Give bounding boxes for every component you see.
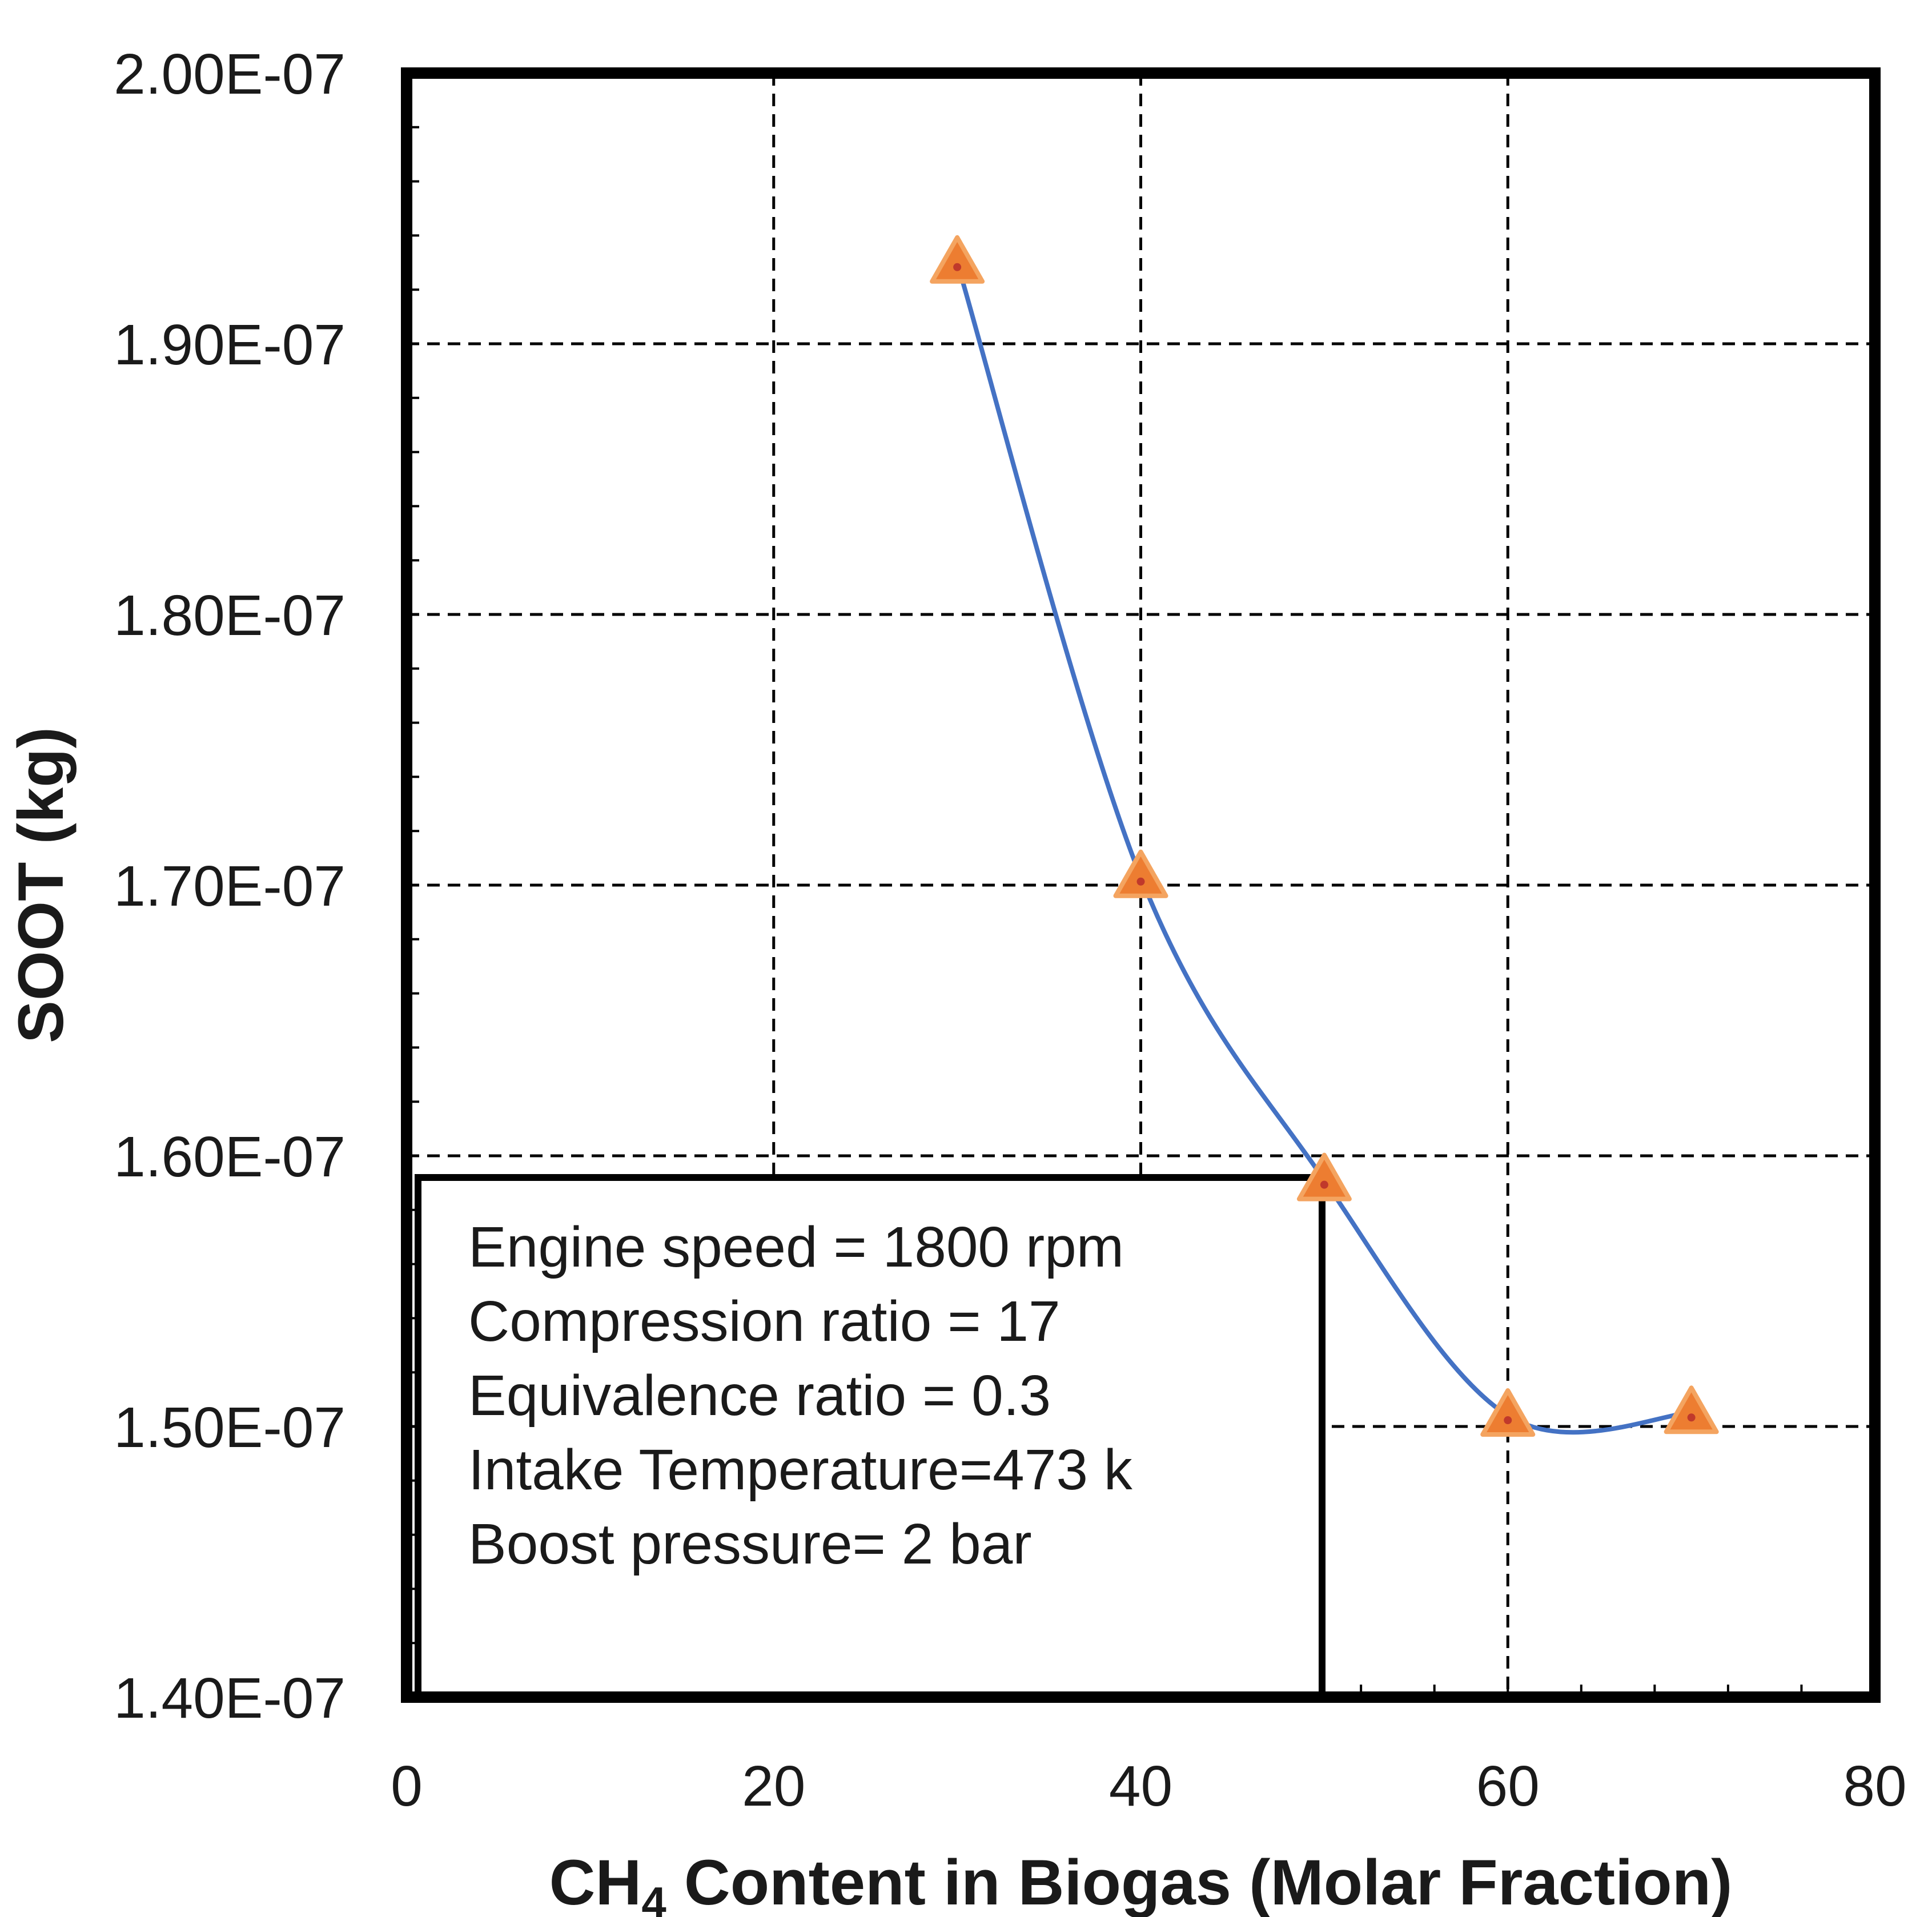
- x-axis-title: CH4 Content in Biogas (Molar Fraction): [549, 1847, 1733, 1917]
- y-tick-label: 1.80E-07: [114, 584, 346, 648]
- data-point-marker: [930, 235, 985, 284]
- data-point-center: [1320, 1180, 1328, 1189]
- annotation-frame: [415, 1174, 1326, 1701]
- data-point-marker: [1296, 1152, 1352, 1201]
- annotation-line: Compression ratio = 17: [468, 1289, 1061, 1353]
- y-tick-label: 1.70E-07: [114, 854, 346, 918]
- data-point-center: [1136, 877, 1145, 886]
- x-axis-title-main: CH: [549, 1847, 642, 1917]
- x-tick-label: 40: [1109, 1754, 1172, 1818]
- data-point-marker: [1664, 1385, 1719, 1434]
- y-tick-label: 1.90E-07: [114, 313, 346, 377]
- x-tick-label: 80: [1843, 1754, 1906, 1818]
- data-markers: [930, 235, 1719, 1437]
- x-tick-label: 20: [742, 1754, 805, 1818]
- data-point-marker: [1113, 849, 1168, 898]
- data-point-center: [1504, 1416, 1512, 1425]
- annotation-line: Boost pressure= 2 bar: [468, 1512, 1032, 1576]
- y-tick-label: 1.60E-07: [114, 1125, 346, 1189]
- annotation-line: Equivalence ratio = 0.3: [468, 1364, 1051, 1428]
- data-point-center: [1687, 1413, 1696, 1422]
- y-axis-title: SOOT (kg): [5, 727, 77, 1043]
- data-point-marker: [1480, 1388, 1536, 1437]
- annotation-line: Engine speed = 1800 rpm: [468, 1215, 1124, 1279]
- y-tick-labels: 1.40E-07 1.50E-07 1.60E-07 1.70E-07 1.80E-07…: [114, 42, 346, 1730]
- x-tick-labels: 0 20 40 60 80: [391, 1754, 1906, 1818]
- data-point-center: [953, 263, 962, 271]
- annotation-box: [415, 1174, 1326, 1701]
- x-tick-label: 60: [1476, 1754, 1540, 1818]
- y-tick-label: 1.50E-07: [114, 1396, 346, 1460]
- x-tick-label: 0: [391, 1754, 423, 1818]
- y-tick-label: 2.00E-07: [114, 42, 346, 106]
- plot-frame: [401, 67, 1881, 1703]
- x-axis-title-rest: Content in Biogas (Molar Fraction): [666, 1847, 1733, 1917]
- annotation-line: Intake Temperature=473 k: [468, 1438, 1133, 1502]
- x-axis-title-subscript: 4: [641, 1878, 666, 1917]
- annotation-lines: Engine speed = 1800 rpm Compression ratio…: [468, 1215, 1133, 1576]
- y-tick-label: 1.40E-07: [114, 1666, 346, 1730]
